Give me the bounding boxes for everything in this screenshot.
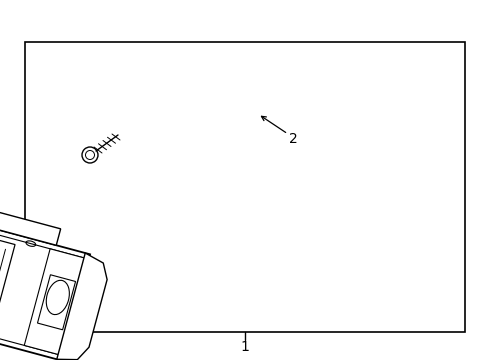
Text: 2: 2 [288, 132, 297, 146]
Ellipse shape [46, 280, 69, 315]
Bar [25, 42, 464, 332]
Polygon shape [0, 178, 61, 245]
Ellipse shape [26, 241, 36, 246]
Polygon shape [0, 235, 15, 336]
Text: 1: 1 [240, 340, 249, 354]
Polygon shape [38, 275, 75, 330]
Polygon shape [57, 253, 107, 360]
Polygon shape [0, 195, 90, 360]
Polygon shape [24, 249, 89, 356]
